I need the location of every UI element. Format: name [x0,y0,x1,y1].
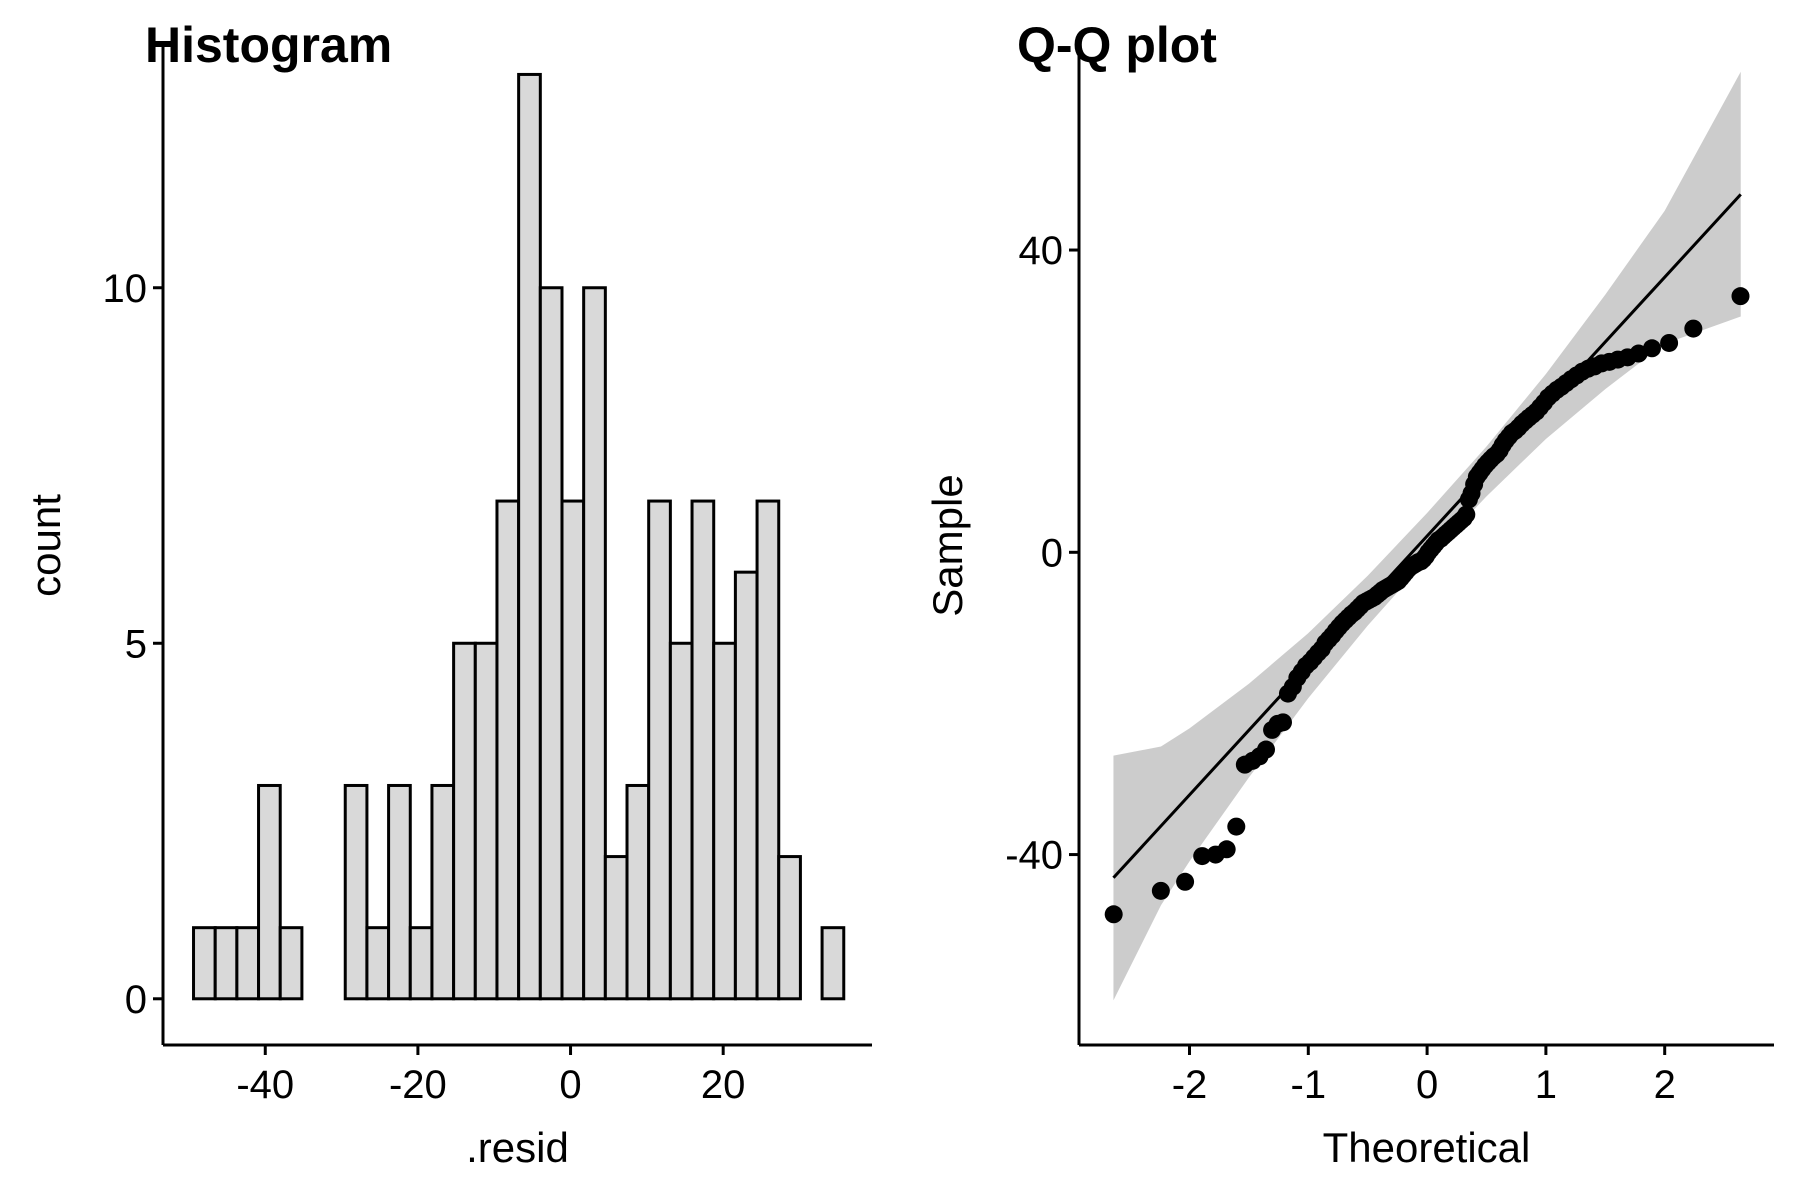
point [1660,333,1679,352]
point [1642,339,1661,358]
x-axis-title: .resid [466,1124,569,1171]
reference-line [1112,193,1742,879]
bar [777,855,802,1001]
y-tick-label: 40 [1019,229,1064,273]
bar [278,926,304,1001]
bar [820,926,846,1001]
point [1256,740,1275,759]
point [1151,881,1170,900]
chart-title: Q-Q plot [1017,17,1217,73]
x-tick-label: 0 [559,1063,581,1107]
x-tick-label: -20 [389,1063,447,1107]
bar [192,926,217,1001]
y-axis-title: count [22,494,69,597]
bar [213,926,239,1001]
x-tick-label: -2 [1172,1063,1208,1107]
bar [625,783,651,1001]
y-tick-label: 10 [103,267,148,311]
chart-title: Histogram [145,17,392,73]
bar [603,855,629,1001]
y-tick-label: -40 [1005,834,1063,878]
point [1217,840,1236,859]
point [1104,905,1123,924]
bar [452,641,477,1001]
x-tick-label: 0 [1416,1063,1438,1107]
x-tick-label: 1 [1535,1063,1557,1107]
y-tick-label: 0 [1041,531,1063,575]
x-axis-title: Theoretical [1323,1124,1531,1171]
bar [408,926,434,1001]
point [1193,847,1212,866]
bar [387,783,412,1001]
x-tick-label: 2 [1654,1063,1676,1107]
point [1273,713,1292,732]
bar [712,641,737,1001]
bar [517,72,542,1001]
bar [538,286,564,1001]
point [1176,872,1195,891]
bar [495,499,521,1001]
point [1731,287,1750,306]
y-axis-title: Sample [924,474,971,616]
x-tick-label: -40 [236,1063,294,1107]
bar [733,570,759,1001]
x-tick-label: -1 [1291,1063,1327,1107]
y-tick-label: 0 [125,978,147,1022]
bar [343,783,369,1001]
bar [690,499,716,1001]
point [1684,319,1703,338]
bar [560,499,586,1001]
bar [755,499,781,1001]
y-tick-label: 5 [125,622,147,666]
bar [257,783,282,1001]
bar [473,641,499,1001]
point [1457,505,1476,524]
x-tick-label: 20 [701,1063,746,1107]
bar [647,499,672,1001]
bar [430,783,456,1001]
bar [365,926,391,1001]
bar [582,286,607,1001]
bar [668,641,694,1001]
bar [235,926,261,1001]
point [1227,817,1246,836]
